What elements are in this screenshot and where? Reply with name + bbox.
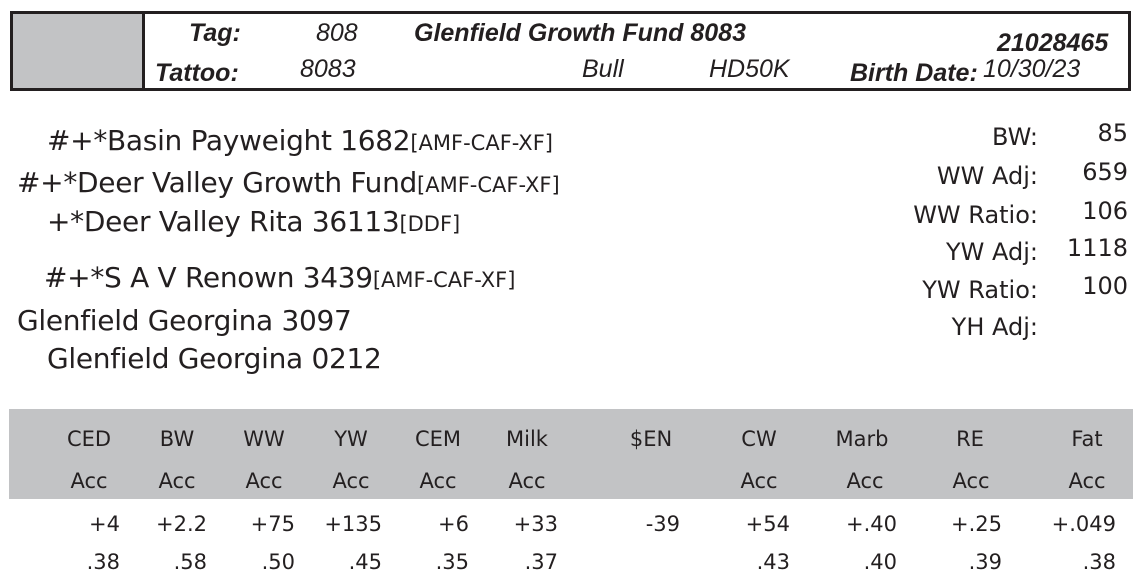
- epd-value: +33: [513, 512, 558, 536]
- epd-value: +.25: [951, 512, 1002, 536]
- pedigree-dam-sire: #+*S A V Renown 3439[AMF-CAF-XF]: [44, 262, 515, 296]
- tag-label: Tag:: [189, 19, 241, 47]
- epd-accuracy: .40: [863, 550, 897, 574]
- hd-test: HD50K: [709, 55, 790, 83]
- stat-label: WW Ratio:: [913, 201, 1038, 229]
- epd-trait-label: YW: [334, 427, 368, 451]
- epd-trait-label: CEM: [414, 427, 462, 451]
- epd-value: +.40: [846, 512, 897, 536]
- pedigree-name: #+*Deer Valley Growth Fund: [17, 166, 418, 199]
- stat-label: BW:: [991, 123, 1038, 151]
- pedigree-dam: Glenfield Georgina 3097: [17, 305, 352, 337]
- epd-trait-label: Marb: [835, 427, 889, 451]
- epd-acc-label: Acc: [952, 469, 990, 493]
- epd-acc-label: Acc: [1068, 469, 1106, 493]
- epd-trait-label: RE: [956, 427, 984, 451]
- epd-value: +.049: [1051, 512, 1116, 536]
- epd-acc-label: Acc: [332, 469, 370, 493]
- epd-value: +54: [745, 512, 790, 536]
- pedigree-status: [AMF-CAF-XF]: [417, 173, 560, 197]
- animal-header: [10, 11, 1131, 91]
- epd-value: +2.2: [156, 512, 207, 536]
- tag-value: 808: [316, 19, 358, 47]
- pedigree-status: [AMF-CAF-XF]: [372, 268, 516, 292]
- epd-trait-label: $EN: [629, 427, 673, 451]
- stat-value: 85: [1097, 119, 1128, 147]
- pedigree-dam-dam: Glenfield Georgina 0212: [47, 343, 382, 375]
- pedigree-sire-dam: +*Deer Valley Rita 36113[DDF]: [47, 206, 460, 240]
- stat-value: 106: [1082, 197, 1128, 225]
- stat-label: YW Ratio:: [922, 276, 1038, 304]
- birth-date: 10/30/23: [983, 55, 1081, 83]
- pedigree-name: #+*S A V Renown 3439: [44, 261, 373, 294]
- epd-value: +135: [324, 512, 382, 536]
- pedigree-name: Glenfield Georgina 3097: [17, 304, 352, 337]
- epd-trait-label: CW: [741, 427, 777, 451]
- epd-acc-label: Acc: [245, 469, 283, 493]
- epd-trait-label: BW: [159, 427, 195, 451]
- sex: Bull: [582, 55, 624, 83]
- epd-value: +4: [89, 512, 120, 536]
- epd-acc-label: Acc: [740, 469, 778, 493]
- epd-header-band: [9, 409, 1133, 499]
- pedigree-status: [AMF-CAF-XF]: [410, 131, 553, 155]
- color-swatch: [13, 14, 145, 88]
- epd-trait-label: WW: [243, 427, 285, 451]
- epd-accuracy: .35: [435, 550, 469, 574]
- pedigree-sire: #+*Deer Valley Growth Fund[AMF-CAF-XF]: [17, 167, 560, 201]
- epd-acc-label: Acc: [419, 469, 457, 493]
- epd-accuracy: .38: [1082, 550, 1116, 574]
- birth-date-label: Birth Date:: [850, 59, 978, 87]
- animal-name: Glenfield Growth Fund 8083: [414, 19, 746, 47]
- stat-label: YH Adj:: [951, 313, 1038, 341]
- pedigree-name: Glenfield Georgina 0212: [47, 342, 382, 375]
- registration-number: 21028465: [997, 29, 1109, 57]
- pedigree-sire-sire: #+*Basin Payweight 1682[AMF-CAF-XF]: [47, 125, 553, 159]
- tattoo-label: Tattoo:: [155, 59, 239, 87]
- epd-accuracy: .43: [756, 550, 790, 574]
- epd-acc-label: Acc: [158, 469, 196, 493]
- pedigree-name: #+*Basin Payweight 1682: [47, 124, 411, 157]
- pedigree-status: [DDF]: [399, 212, 461, 236]
- epd-value: +75: [250, 512, 295, 536]
- pedigree-name: +*Deer Valley Rita 36113: [47, 205, 400, 238]
- epd-accuracy: .38: [86, 550, 120, 574]
- stat-label: WW Adj:: [936, 162, 1038, 190]
- tattoo-value: 8083: [300, 55, 356, 83]
- epd-accuracy: .37: [524, 550, 558, 574]
- stat-value: 659: [1082, 158, 1128, 186]
- stat-value: 1118: [1066, 234, 1128, 262]
- stat-value: 100: [1082, 272, 1128, 300]
- epd-acc-label: Acc: [70, 469, 108, 493]
- epd-value: -39: [645, 512, 680, 536]
- epd-accuracy: .45: [348, 550, 382, 574]
- epd-value: +6: [438, 512, 469, 536]
- stat-label: YW Adj:: [945, 238, 1038, 266]
- epd-trait-label: Fat: [1071, 427, 1103, 451]
- epd-accuracy: .50: [261, 550, 295, 574]
- epd-trait-label: Milk: [506, 427, 548, 451]
- epd-acc-label: Acc: [508, 469, 546, 493]
- epd-accuracy: .58: [173, 550, 207, 574]
- epd-accuracy: .39: [968, 550, 1002, 574]
- epd-acc-label: Acc: [846, 469, 884, 493]
- epd-trait-label: CED: [66, 427, 112, 451]
